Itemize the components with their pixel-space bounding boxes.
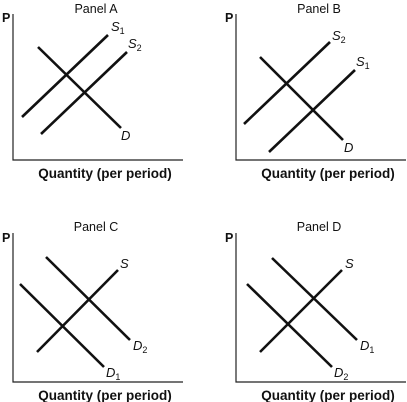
panel-d: Panel D P Quantity (per period) S D1 D2 xyxy=(225,220,406,402)
panel-c-x-axis-label: Quantity (per period) xyxy=(38,388,172,402)
panel-c-y-axis-label: P xyxy=(2,231,10,245)
panel-a-x-axis-label: Quantity (per period) xyxy=(38,166,172,181)
panel-c-title: Panel C xyxy=(74,220,118,234)
panel-b: Panel B P Quantity (per period) S2 S1 D xyxy=(225,2,406,181)
panel-b-axes xyxy=(235,14,406,161)
panel-c-label-d2: D2 xyxy=(133,338,147,355)
panel-a-y-axis-label: P xyxy=(2,11,10,25)
panel-a: Panel A P Quantity (per period) S1 S2 D xyxy=(2,2,183,181)
panel-d-curve-d2 xyxy=(246,283,333,368)
panel-a-curve-s1 xyxy=(21,34,109,118)
panel-d-title: Panel D xyxy=(297,220,341,234)
panel-d-x-axis-label: Quantity (per period) xyxy=(261,388,395,402)
panel-a-label-d: D xyxy=(121,128,130,143)
panel-c-label-d1: D1 xyxy=(106,365,120,382)
panel-d-curve-d1 xyxy=(271,257,358,341)
panel-a-label-s2: S2 xyxy=(128,36,142,53)
panel-b-title: Panel B xyxy=(297,2,341,16)
panel-b-curve-s1 xyxy=(268,69,356,153)
panel-b-curve-d xyxy=(259,56,344,141)
panel-c-curve-d2 xyxy=(45,256,131,341)
panel-d-curve-s xyxy=(259,269,343,353)
panel-b-label-s2: S2 xyxy=(332,28,346,45)
panel-a-axes xyxy=(12,14,183,161)
panel-d-label-d1: D1 xyxy=(360,338,374,355)
panel-b-label-d: D xyxy=(344,140,353,155)
panel-b-y-axis-label: P xyxy=(225,11,233,25)
panel-a-curve-d xyxy=(37,46,122,129)
panel-a-label-s1: S1 xyxy=(111,19,125,36)
panel-c-label-s: S xyxy=(120,256,129,271)
panel-d-axes xyxy=(235,233,406,383)
panel-c-axes xyxy=(12,233,183,383)
panel-a-title: Panel A xyxy=(74,2,118,16)
panel-d-y-axis-label: P xyxy=(225,231,233,245)
panel-c-curve-d1 xyxy=(19,283,105,368)
panel-c-curve-s xyxy=(36,269,119,353)
panel-c: Panel C P Quantity (per period) S D2 D1 xyxy=(2,220,183,402)
panel-d-label-s: S xyxy=(345,256,354,271)
panel-b-label-s1: S1 xyxy=(356,54,370,71)
panel-d-label-d2: D2 xyxy=(334,365,348,382)
panel-b-x-axis-label: Quantity (per period) xyxy=(261,166,395,181)
